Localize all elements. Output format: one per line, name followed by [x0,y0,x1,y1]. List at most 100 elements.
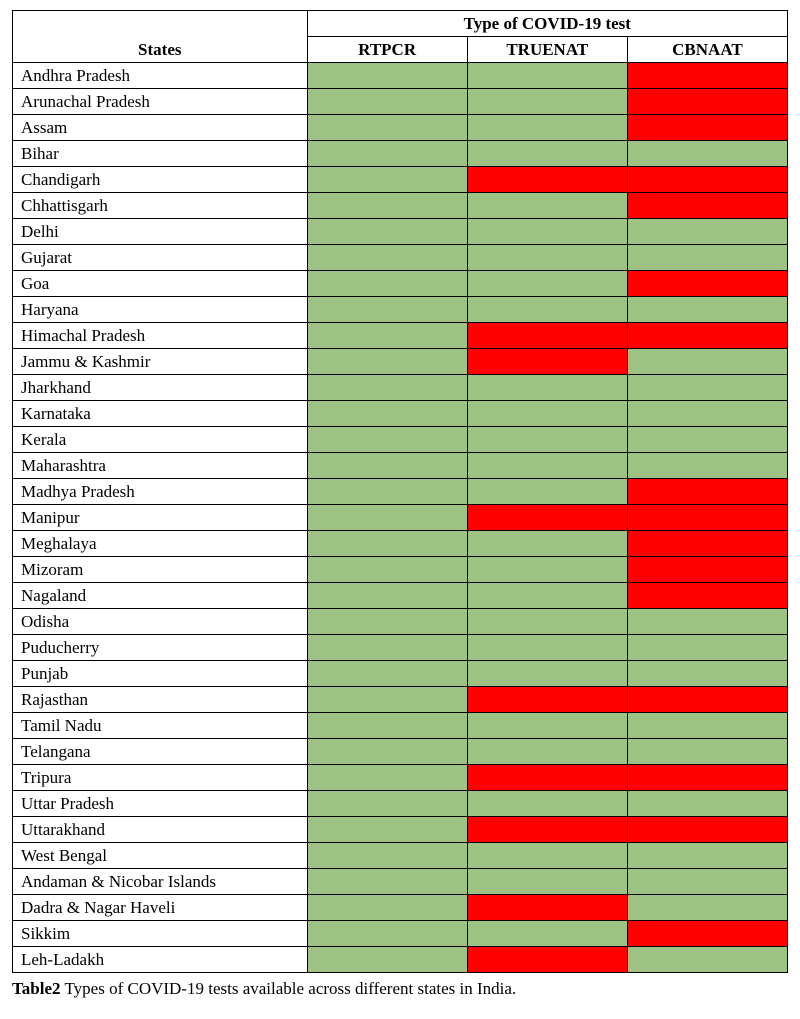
caption-text: Types of COVID-19 tests available across… [61,979,517,998]
test-cell [627,921,787,947]
state-cell: Haryana [13,297,308,323]
test-cell [627,895,787,921]
test-cell [467,817,627,843]
test-cell [467,453,627,479]
test-cell [467,401,627,427]
table-row: Chandigarh [13,167,788,193]
table-row: Puducherry [13,635,788,661]
test-cell [307,193,467,219]
state-cell: Puducherry [13,635,308,661]
test-cell [307,869,467,895]
test-cell [307,531,467,557]
test-cell [307,739,467,765]
table-row: Odisha [13,609,788,635]
table-row: Mizoram [13,557,788,583]
header-states: States [13,11,308,63]
state-cell: Nagaland [13,583,308,609]
test-cell [467,739,627,765]
covid-test-table: States Type of COVID-19 test RTPCR TRUEN… [12,10,788,973]
table-row: Gujarat [13,245,788,271]
test-cell [627,141,787,167]
test-cell [627,63,787,89]
table-row: Kerala [13,427,788,453]
test-cell [467,323,627,349]
table-row: Nagaland [13,583,788,609]
state-cell: Andaman & Nicobar Islands [13,869,308,895]
test-cell [627,115,787,141]
test-cell [627,843,787,869]
table-row: Jharkhand [13,375,788,401]
test-cell [307,583,467,609]
state-cell: Himachal Pradesh [13,323,308,349]
header-group: Type of COVID-19 test [307,11,787,37]
test-cell [627,453,787,479]
test-cell [307,661,467,687]
state-cell: Arunachal Pradesh [13,89,308,115]
table-row: Telangana [13,739,788,765]
test-cell [307,765,467,791]
caption-label: Table2 [12,979,61,998]
table-row: Haryana [13,297,788,323]
test-cell [307,453,467,479]
state-cell: Rajasthan [13,687,308,713]
state-cell: Goa [13,271,308,297]
test-cell [627,609,787,635]
state-cell: Assam [13,115,308,141]
test-cell [467,89,627,115]
table-row: Andaman & Nicobar Islands [13,869,788,895]
table-row: Jammu & Kashmir [13,349,788,375]
test-cell [467,687,627,713]
test-cell [627,245,787,271]
test-cell [627,765,787,791]
test-cell [307,687,467,713]
table-row: Himachal Pradesh [13,323,788,349]
test-cell [307,167,467,193]
test-cell [467,661,627,687]
test-cell [307,817,467,843]
state-cell: Punjab [13,661,308,687]
test-cell [627,687,787,713]
test-cell [467,479,627,505]
state-cell: Chandigarh [13,167,308,193]
test-cell [627,193,787,219]
table-row: Meghalaya [13,531,788,557]
test-cell [467,609,627,635]
test-cell [467,193,627,219]
test-cell [307,375,467,401]
table-row: Maharashtra [13,453,788,479]
test-cell [627,869,787,895]
table-row: Punjab [13,661,788,687]
test-cell [307,427,467,453]
state-cell: Jammu & Kashmir [13,349,308,375]
table-row: Andhra Pradesh [13,63,788,89]
table-row: Leh-Ladakh [13,947,788,973]
test-cell [307,141,467,167]
table-row: West Bengal [13,843,788,869]
header-col-rtpcr: RTPCR [307,37,467,63]
test-cell [627,219,787,245]
table-row: Goa [13,271,788,297]
table-row: Manipur [13,505,788,531]
test-cell [307,635,467,661]
test-cell [467,791,627,817]
test-cell [627,531,787,557]
state-cell: Odisha [13,609,308,635]
test-cell [627,583,787,609]
test-cell [627,479,787,505]
table-row: Chhattisgarh [13,193,788,219]
test-cell [467,115,627,141]
test-cell [627,167,787,193]
state-cell: Sikkim [13,921,308,947]
test-cell [467,505,627,531]
header-row-1: States Type of COVID-19 test [13,11,788,37]
test-cell [307,89,467,115]
table-row: Tamil Nadu [13,713,788,739]
state-cell: Madhya Pradesh [13,479,308,505]
page: States Type of COVID-19 test RTPCR TRUEN… [0,0,800,1019]
test-cell [467,869,627,895]
test-cell [467,297,627,323]
test-cell [627,89,787,115]
state-cell: Delhi [13,219,308,245]
test-cell [467,167,627,193]
header-col-truenat: TRUENAT [467,37,627,63]
